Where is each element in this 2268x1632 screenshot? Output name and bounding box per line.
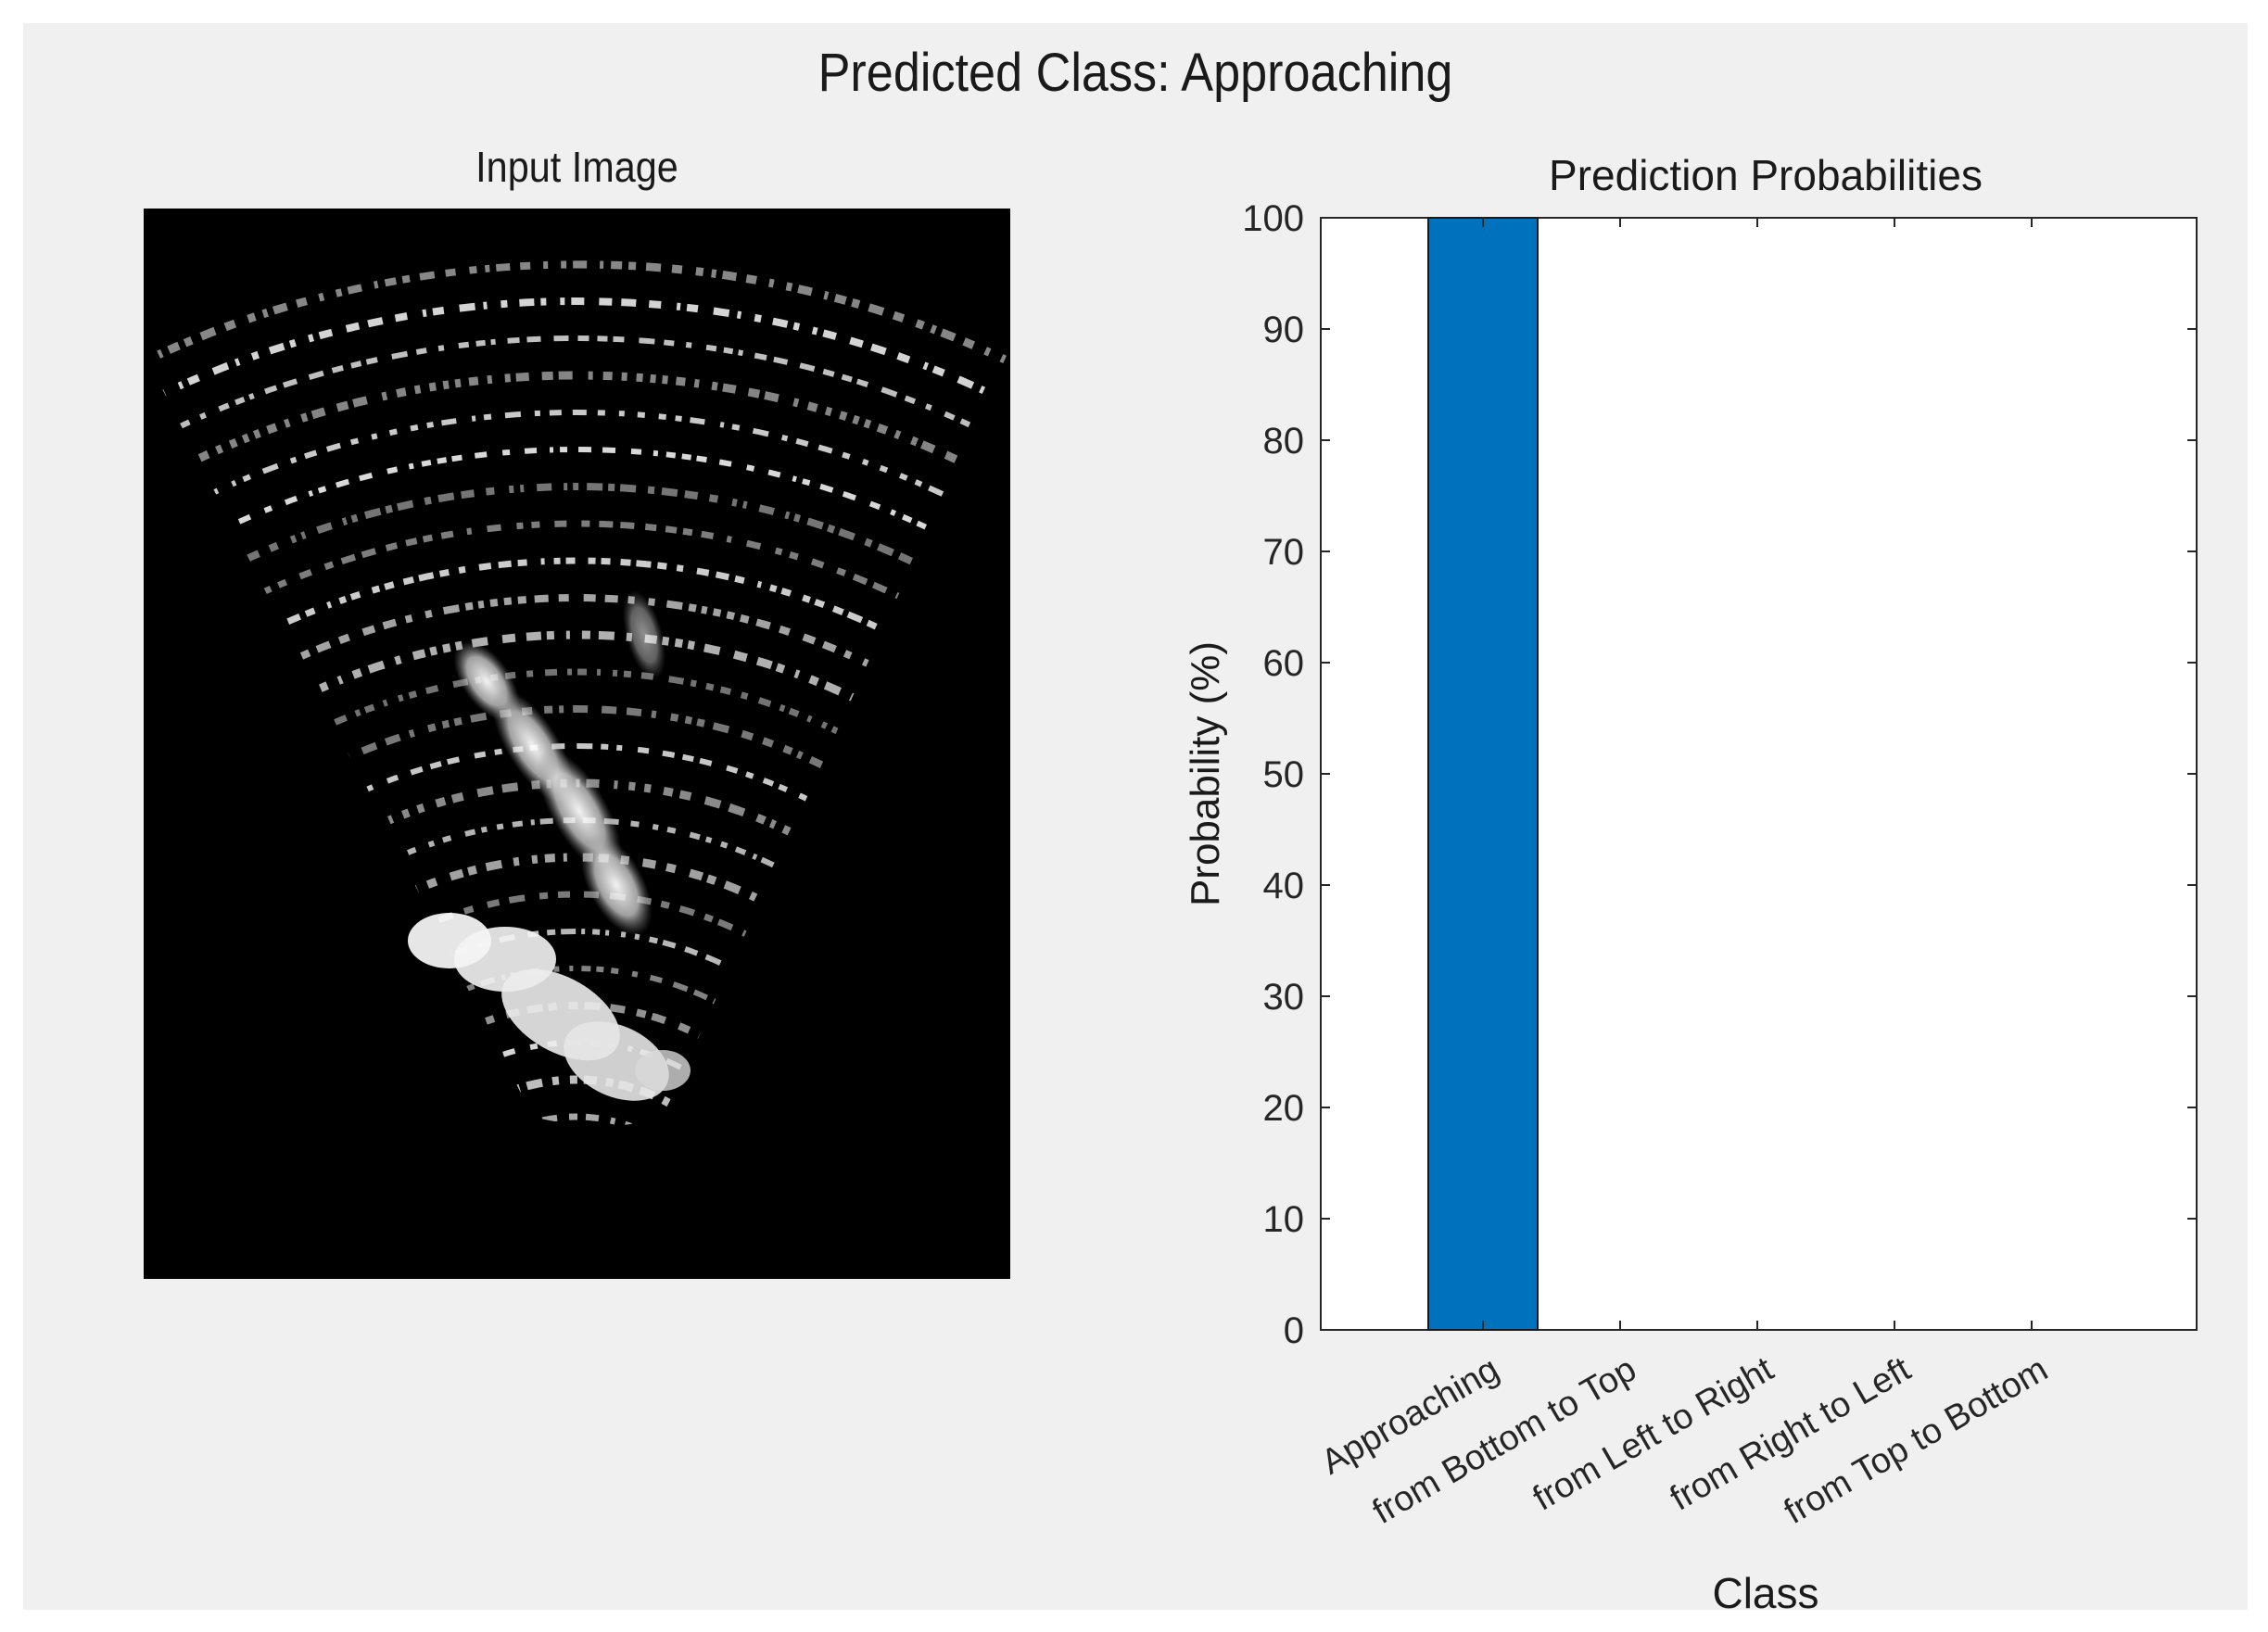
input-image-title: Input Image [475, 143, 678, 191]
sonar-arc [308, 742, 845, 822]
sonar-arc [144, 371, 1010, 503]
sonar-arc [363, 853, 791, 918]
sonar-arc [214, 557, 940, 662]
sonar-arc [251, 630, 903, 727]
chart-title: Prediction Probabilities [1549, 151, 1983, 199]
sonar-arc [233, 593, 921, 694]
sonar-target-echo [408, 589, 691, 1101]
figure-title: Predicted Class: Approaching [817, 43, 1453, 103]
y-tick-label-10: 100 [1242, 198, 1304, 239]
x-axis-label: Class [1712, 1569, 1818, 1617]
sonar-arc [144, 260, 1010, 407]
y-tick-label-2: 20 [1263, 1088, 1305, 1129]
x-tick-label-4: from Top to Bottom [1778, 1349, 2054, 1532]
y-tick-label-1: 10 [1263, 1199, 1305, 1240]
input-image [144, 209, 1010, 1279]
bar-0 [1427, 217, 1539, 1331]
sonar-arc [144, 335, 1010, 470]
sonar-arc [144, 409, 1010, 534]
sonar-arc [271, 668, 883, 758]
sonar-arc [495, 1113, 658, 1126]
y-tick-label-5: 50 [1263, 754, 1305, 795]
y-tick-label-4: 40 [1263, 866, 1305, 906]
y-axis: 0 10 20 30 40 50 60 70 80 90 100 [1242, 198, 2197, 1351]
sonar-image [144, 260, 1010, 1126]
sonar-arc [176, 482, 978, 599]
sonar-arc [144, 297, 1010, 438]
bars [1427, 217, 1539, 1331]
sonar-arc [289, 704, 865, 791]
y-axis-label: Probability (%) [1183, 641, 1228, 906]
x-tick-label-2: from Left to Right [1527, 1349, 1780, 1518]
sonar-arc [158, 446, 996, 566]
y-tick-label-9: 90 [1263, 310, 1305, 350]
y-tick-label-7: 70 [1263, 532, 1305, 573]
y-tick-label-8: 80 [1263, 421, 1305, 462]
y-tick-label-6: 60 [1263, 643, 1305, 684]
y-tick-label-0: 0 [1284, 1310, 1304, 1351]
prediction-probabilities-chart: Prediction Probabilities 0 10 20 30 40 50 60 70… [1183, 151, 2198, 1617]
y-tick-label-3: 30 [1263, 977, 1305, 1018]
sonar-arc [420, 966, 733, 1014]
figure-window: Predicted Class: Approaching Input Image [23, 23, 2248, 1617]
